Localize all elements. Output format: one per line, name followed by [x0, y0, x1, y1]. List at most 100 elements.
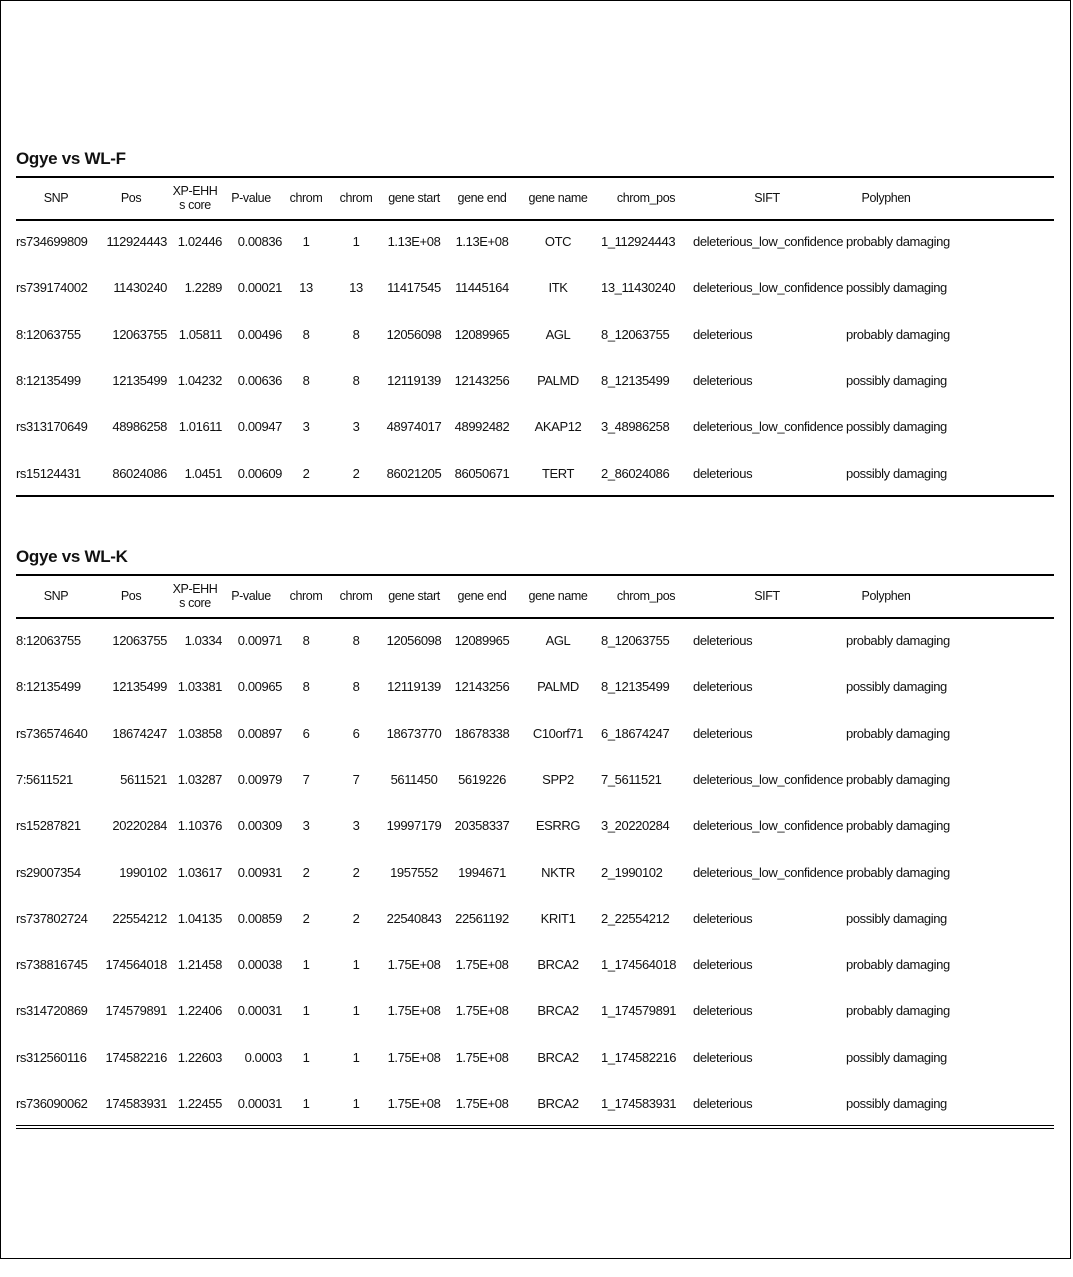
column-header: Pos: [120, 588, 142, 603]
table-title: Ogye vs WL-F: [16, 149, 126, 168]
table-cell: 18678338: [454, 725, 510, 741]
table-cell: possibly damaging: [846, 1096, 947, 1111]
column-header: P-value: [231, 190, 271, 205]
table-cell: 8: [352, 326, 360, 342]
table-cell: 0.00971: [237, 633, 283, 648]
column-header: chrom: [289, 588, 323, 603]
table-cell: rs739174002: [16, 280, 88, 296]
column-header: SIFT: [754, 588, 780, 603]
table-cell: 22561192: [455, 910, 509, 926]
column-header: Polyphen: [861, 190, 911, 205]
column-header: gene end: [457, 190, 507, 205]
table-cell: 1_112924443: [601, 234, 676, 249]
table-cell: 20220284: [112, 818, 167, 834]
table-title: Ogye vs WL-K: [16, 547, 128, 566]
table-cell: 8: [302, 633, 310, 648]
table-cell: deleterious_low_confidence: [693, 234, 844, 249]
table-cell: 19997179: [386, 818, 442, 834]
table-cell: 2: [302, 864, 310, 880]
column-header: chrom: [289, 190, 323, 205]
table-cell: probably damaging: [846, 1003, 950, 1019]
table-cell: 174564018: [105, 957, 168, 973]
column-header: SNP: [43, 190, 69, 205]
table-cell: 1957552: [390, 864, 438, 880]
column-header: chrom: [339, 588, 373, 603]
table-cell: 2: [352, 864, 360, 880]
table-cell: probably damaging: [846, 957, 950, 973]
table-cell: rs29007354: [16, 864, 81, 880]
table-cell: 1: [302, 1096, 310, 1111]
table-cell: 0.00309: [237, 818, 283, 834]
table-cell: 0.0003: [244, 1049, 283, 1065]
table-cell: AGL: [545, 633, 571, 648]
table-cell: 0.00031: [237, 1096, 283, 1111]
table-cell: 8_12135499: [601, 679, 670, 695]
table-cell: 1.75E+08: [455, 1049, 509, 1065]
table-cell: KRIT1: [540, 910, 576, 926]
table-cell: 3: [352, 419, 360, 435]
table-cell: BRCA2: [537, 1096, 579, 1111]
table-cell: 6: [302, 725, 310, 741]
table-cell: deleterious: [693, 910, 753, 926]
table-cell: BRCA2: [537, 1049, 579, 1065]
table-cell: SPP2: [542, 771, 574, 787]
table-cell: 0.00931: [237, 864, 283, 880]
table-cell: 86021205: [386, 465, 442, 481]
table-cell: 0.00496: [237, 326, 283, 342]
column-header: XP-EHH s core: [172, 581, 218, 610]
table-cell: 2_22554212: [601, 910, 670, 926]
column-header: gene end: [457, 588, 507, 603]
table-cell: deleterious: [693, 372, 753, 388]
table-cell: probably damaging: [846, 234, 950, 249]
table-cell: deleterious: [693, 1003, 753, 1019]
table-cell: deleterious_low_confidence: [693, 818, 844, 834]
table-cell: 1.21458: [177, 957, 223, 973]
column-header: gene start: [388, 588, 440, 603]
table-cell: 0.00836: [237, 234, 283, 249]
table-cell: probably damaging: [846, 326, 950, 342]
table-cell: 12063755: [112, 326, 167, 342]
table-cell: rs15287821: [16, 818, 81, 834]
table-cell: 6_18674247: [601, 725, 670, 741]
table-cell: TERT: [541, 465, 575, 481]
table-cell: 18674247: [112, 725, 167, 741]
table-cell: 8: [302, 372, 310, 388]
table-cell: possibly damaging: [846, 372, 947, 388]
table-cell: 8: [302, 679, 310, 695]
table-cell: 12089965: [454, 633, 510, 648]
table-cell: 0.00038: [237, 957, 283, 973]
table-cell: 20358337: [454, 818, 510, 834]
table-cell: 22554212: [112, 910, 167, 926]
table-cell: possibly damaging: [846, 910, 947, 926]
column-header: gene name: [528, 588, 588, 603]
table-cell: deleterious: [693, 679, 753, 695]
table-cell: deleterious: [693, 957, 753, 973]
table-cell: 1_174564018: [601, 957, 677, 973]
table-cell: 1.22406: [177, 1003, 223, 1019]
table-cell: 1.75E+08: [387, 1096, 441, 1111]
table-cell: 12135499: [112, 679, 167, 695]
table-cell: possibly damaging: [846, 419, 947, 435]
table-cell: 1.22455: [177, 1096, 223, 1111]
rule: [16, 495, 1054, 497]
table-cell: 3: [352, 818, 360, 834]
table-cell: rs15124431: [16, 465, 81, 481]
table-cell: deleterious_low_confidence: [693, 864, 844, 880]
table-cell: 86050671: [454, 465, 510, 481]
table-cell: deleterious: [693, 465, 753, 481]
table-cell: 5611521: [120, 771, 167, 787]
table-cell: AKAP12: [534, 419, 582, 435]
table-cell: 8_12063755: [601, 326, 670, 342]
table-cell: 0.00031: [237, 1003, 283, 1019]
table-cell: rs312560116: [16, 1049, 87, 1065]
table-cell: 2_1990102: [601, 864, 663, 880]
table-cell: 11417545: [387, 280, 441, 296]
table-cell: 8_12063755: [601, 633, 670, 648]
table-cell: 18673770: [386, 725, 442, 741]
column-header: Pos: [120, 190, 142, 205]
table-cell: 1990102: [119, 864, 167, 880]
table-cell: 12089965: [454, 326, 510, 342]
table-cell: 8:12063755: [16, 633, 81, 648]
table-cell: 1.0451: [184, 465, 223, 481]
